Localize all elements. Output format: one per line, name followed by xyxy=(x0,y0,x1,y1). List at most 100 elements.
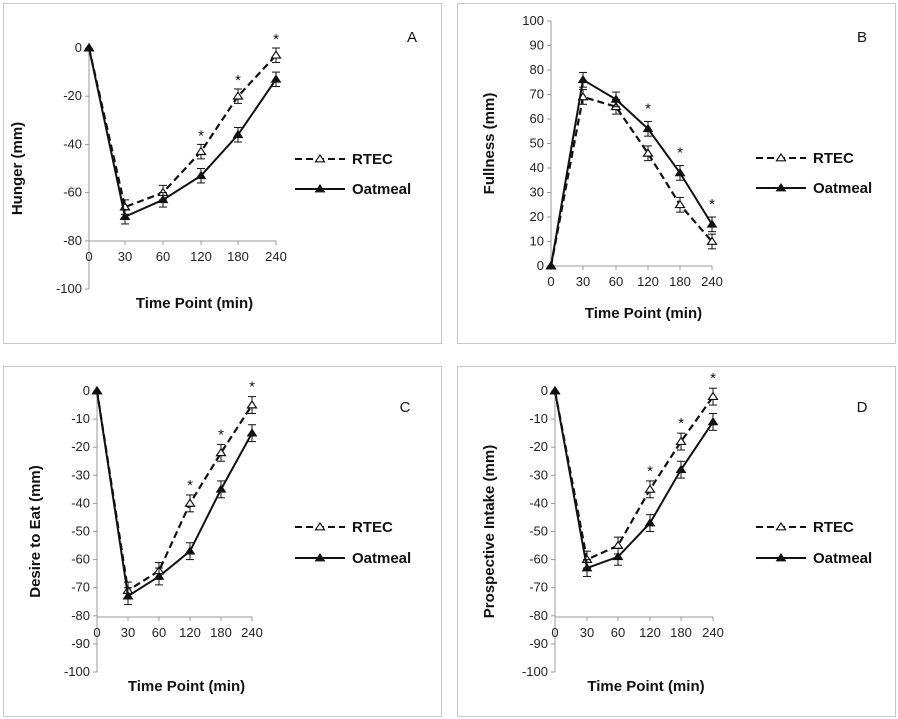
x-tick-label: 180 xyxy=(227,249,249,264)
x-tick-label: 0 xyxy=(93,625,100,640)
y-tick-label: -20 xyxy=(71,439,90,454)
y-tick-label: -90 xyxy=(529,636,548,651)
legend-label: RTEC xyxy=(813,519,854,536)
panel-d: 0 -10 -20 -30 -40 -50 -60 -70 -80 -90 -100 0 30 60 120… xyxy=(457,366,896,717)
y-tick-label: 0 xyxy=(83,383,90,398)
panel-frame xyxy=(3,3,442,344)
x-tick-label: 240 xyxy=(265,249,287,264)
y-tick-label: -10 xyxy=(71,411,90,426)
y-tick-label: -60 xyxy=(71,552,90,567)
legend-marker xyxy=(775,521,787,531)
data-point-rtec xyxy=(270,50,282,59)
x-axis-title: Time Point (min) xyxy=(136,295,253,312)
series-line-oatmeal xyxy=(550,78,713,267)
significance-star: * xyxy=(235,72,241,89)
series-line-rtec xyxy=(553,390,714,562)
data-point-oatmeal xyxy=(119,211,131,221)
y-tick-label: 0 xyxy=(537,258,544,273)
y-tick-label: 90 xyxy=(530,38,544,53)
legend: RTEC Oatmeal xyxy=(756,150,872,197)
series-line-oatmeal xyxy=(96,390,253,598)
data-point-rtec xyxy=(246,399,258,409)
series-line-rtec xyxy=(87,47,277,209)
x-tick-label: 30 xyxy=(121,625,135,640)
panel-a: 0 -20 -40 -60 -80 -100 0 30 60 120 180 240 Time Poin… xyxy=(3,3,442,344)
y-axis-title: Fullness (mm) xyxy=(481,93,498,195)
data-point-oatmeal xyxy=(122,591,134,600)
y-tick-label: 30 xyxy=(530,185,544,200)
data-point-oatmeal xyxy=(195,170,207,180)
panel-letter: D xyxy=(857,399,868,416)
y-tick-label: -40 xyxy=(529,495,548,510)
y-tick-label: -100 xyxy=(64,664,90,679)
data-point-oatmeal xyxy=(612,551,624,561)
y-tick-label: 20 xyxy=(530,209,544,224)
data-point-oatmeal xyxy=(707,416,719,426)
x-axis-title: Time Point (min) xyxy=(587,678,704,695)
data-point-rtec xyxy=(232,91,244,100)
y-tick-label: -100 xyxy=(522,664,548,679)
significance-star: * xyxy=(198,127,204,144)
data-point-rtec xyxy=(674,199,686,209)
y-tick-label: 40 xyxy=(530,160,544,175)
y-tick-label: 50 xyxy=(530,136,544,151)
data-point-rtec xyxy=(195,146,207,156)
y-tick-label: 0 xyxy=(541,383,548,398)
legend: RTEC Oatmeal xyxy=(295,519,411,567)
data-point-oatmeal xyxy=(577,74,589,84)
data-point-oatmeal xyxy=(581,563,593,572)
x-tick-label: 30 xyxy=(118,249,132,264)
data-point-oatmeal xyxy=(549,386,561,395)
x-tick-label: 30 xyxy=(580,625,594,640)
y-tick-label: -50 xyxy=(529,524,548,539)
significance-star: * xyxy=(218,426,224,443)
y-tick-label: 100 xyxy=(522,13,544,28)
legend-label: Oatmeal xyxy=(352,550,411,567)
y-tick-label: -100 xyxy=(56,281,82,296)
x-tick-label: 120 xyxy=(637,274,659,289)
significance-star: * xyxy=(678,415,684,432)
y-tick-label: -20 xyxy=(63,88,82,103)
y-tick-label: -40 xyxy=(63,136,82,151)
legend: RTEC Oatmeal xyxy=(295,151,411,198)
legend-label: Oatmeal xyxy=(352,181,411,198)
data-point-rtec xyxy=(642,148,654,157)
data-point-rtec xyxy=(675,436,687,446)
y-axis-title: Prospective Intake (mm) xyxy=(481,445,498,618)
y-tick-label: -60 xyxy=(529,552,548,567)
data-point-oatmeal xyxy=(91,386,103,395)
x-tick-label: 60 xyxy=(609,274,623,289)
series-line-rtec xyxy=(549,95,713,267)
y-axis-title: Desire to Eat (mm) xyxy=(27,465,44,598)
x-tick-label: 240 xyxy=(702,625,724,640)
data-point-oatmeal xyxy=(642,123,654,133)
legend-label: Oatmeal xyxy=(813,550,872,567)
legend-marker xyxy=(314,184,326,193)
x-tick-label: 0 xyxy=(85,249,92,264)
y-tick-label: 70 xyxy=(530,87,544,102)
significance-star: * xyxy=(645,100,651,117)
x-tick-label: 120 xyxy=(190,249,212,264)
legend-marker xyxy=(314,153,326,163)
data-point-oatmeal xyxy=(674,167,686,177)
y-tick-label: -10 xyxy=(529,411,548,426)
series-line-oatmeal xyxy=(88,47,277,219)
data-point-oatmeal xyxy=(270,74,282,83)
panel-letter: A xyxy=(407,29,417,46)
legend-marker xyxy=(775,553,787,562)
data-point-oatmeal xyxy=(545,261,557,270)
x-tick-label: 240 xyxy=(241,625,263,640)
x-tick-label: 180 xyxy=(669,274,691,289)
data-point-oatmeal xyxy=(610,94,622,103)
legend-label: RTEC xyxy=(813,150,854,167)
panel-letter: B xyxy=(857,29,867,46)
y-tick-label: -20 xyxy=(529,439,548,454)
legend: RTEC Oatmeal xyxy=(756,519,872,567)
x-tick-label: 180 xyxy=(210,625,232,640)
panel-frame xyxy=(3,366,442,717)
data-point-rtec xyxy=(644,484,656,493)
panel-letter: C xyxy=(400,399,411,416)
y-tick-label: -80 xyxy=(63,233,82,248)
significance-star: * xyxy=(647,463,653,480)
data-point-rtec xyxy=(184,498,196,507)
